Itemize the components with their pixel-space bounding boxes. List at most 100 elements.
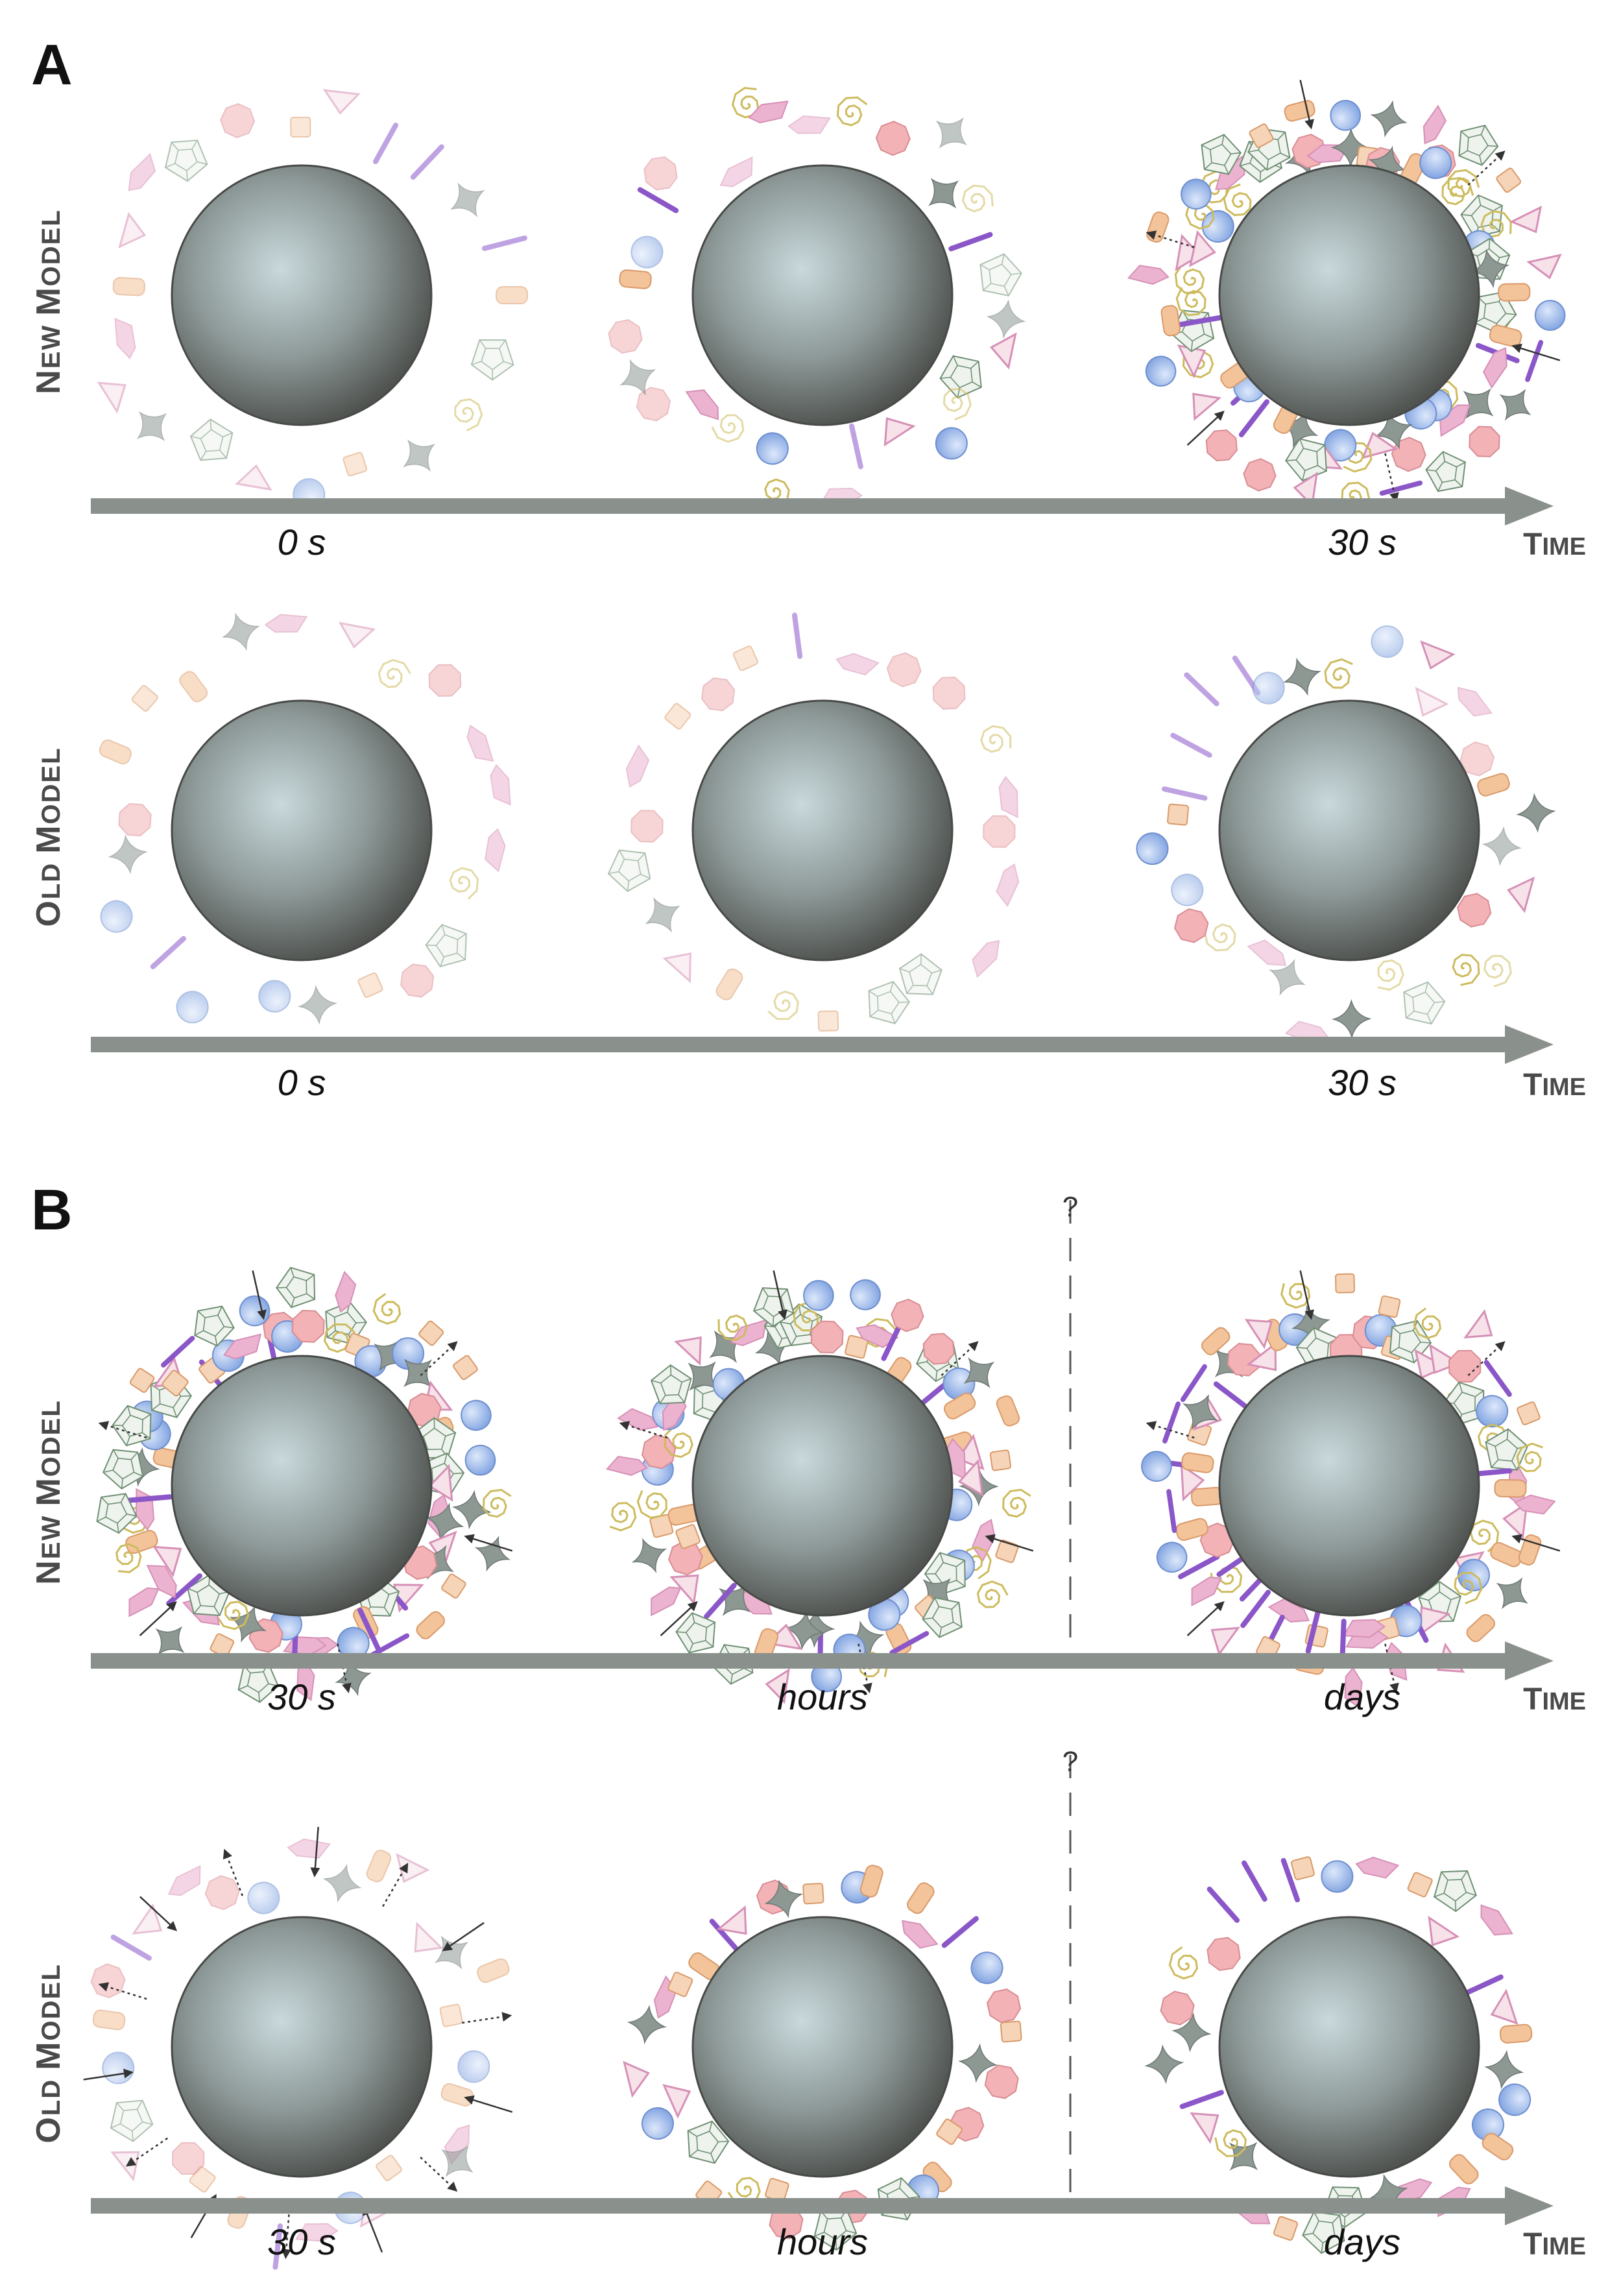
orange-square-icon <box>664 703 691 730</box>
exchange-arrow <box>1384 453 1399 503</box>
blue-ball-icon <box>1156 1541 1188 1573</box>
orange-square-icon <box>129 1368 155 1393</box>
gray-star-icon <box>1171 2012 1212 2053</box>
orange-rect-icon <box>907 1882 935 1915</box>
exchange-arrow <box>1186 1601 1225 1636</box>
purple-stick-icon <box>1184 672 1219 707</box>
yellow-spiral-icon <box>1413 1307 1441 1340</box>
exchange-arrow <box>462 2012 512 2024</box>
pink-rhomb-icon <box>466 724 494 762</box>
yellow-spiral-icon <box>1324 658 1353 689</box>
orange-rect-icon <box>416 1611 445 1639</box>
pink-rhomb-icon <box>998 775 1018 819</box>
gray-star-icon <box>403 439 435 472</box>
gray-star-icon <box>1516 793 1556 833</box>
pink-rhomb-icon <box>1423 104 1447 145</box>
gray-star-icon <box>1482 826 1522 866</box>
orange-rect-icon <box>1160 305 1181 337</box>
pink-triangle-icon <box>1502 1501 1528 1540</box>
pink-rhomb-icon <box>748 100 789 124</box>
green-pentagon-icon <box>939 355 982 399</box>
pink-hex-icon <box>1391 437 1426 472</box>
purple-stick-icon <box>1525 339 1544 382</box>
orange-square-icon <box>439 2003 463 2027</box>
exchange-arrow <box>464 1534 513 1552</box>
yellow-spiral-icon <box>1469 1519 1500 1553</box>
blue-ball-icon <box>935 427 968 460</box>
row-label: OLD MODEL <box>30 747 67 926</box>
pink-rhomb-icon <box>1344 1667 1363 1709</box>
model-row: OLD MODEL TIME 0 s 30 s <box>30 612 1586 1103</box>
green-pentagon-icon <box>276 1266 316 1309</box>
gray-star-icon <box>1282 657 1321 696</box>
blue-ball-icon <box>457 2050 490 2083</box>
purple-stick-icon <box>704 1582 737 1619</box>
pink-rhomb-icon <box>651 1586 682 1617</box>
blue-ball-icon <box>630 236 664 269</box>
orange-square-icon <box>290 116 311 138</box>
gray-star-icon <box>322 1863 362 1903</box>
row-label: OLD MODEL <box>30 1963 67 2143</box>
nanoparticle-sphere <box>171 699 433 961</box>
blue-ball-icon <box>176 991 209 1024</box>
nanoparticle-sphere <box>691 164 954 426</box>
purple-stick-icon <box>357 1608 381 1651</box>
gray-star-icon <box>958 2043 998 2083</box>
orange-square-icon <box>667 1972 693 1998</box>
gray-star-icon <box>222 612 261 651</box>
pink-triangle-icon <box>883 417 916 447</box>
green-pentagon-icon <box>979 253 1022 296</box>
pink-triangle-icon <box>662 2084 691 2119</box>
pink-hex-icon <box>667 1540 703 1576</box>
blue-ball-icon <box>392 1337 425 1370</box>
orange-square-icon <box>1273 2216 1299 2241</box>
green-pentagon-icon <box>164 139 208 182</box>
orange-rect-icon <box>1490 1541 1523 1567</box>
blue-ball-icon <box>803 1279 834 1311</box>
orange-square-icon <box>817 1010 839 1032</box>
blue-ball-icon <box>100 900 133 933</box>
pink-rhomb-icon <box>490 764 511 806</box>
blue-ball-icon <box>850 1279 881 1311</box>
exchange-arrow <box>464 2095 513 2113</box>
pink-rhomb-icon <box>128 1587 160 1617</box>
purple-stick-icon <box>272 2223 283 2270</box>
blue-ball-icon <box>464 1444 496 1476</box>
panel-b: B NEW MODEL? TIME 30 s hours days OLD MODEL? TI… <box>30 1178 1586 2270</box>
pink-hex-icon <box>643 156 678 191</box>
exchange-arrow <box>98 1421 147 1439</box>
pink-hex-icon <box>204 1875 240 1911</box>
panel-letter: B <box>31 1178 73 1242</box>
pink-rhomb-icon <box>295 2223 339 2242</box>
purple-stick-icon <box>1238 399 1269 437</box>
pink-rhomb-icon <box>835 653 880 676</box>
pink-rhomb-icon <box>1342 1619 1386 1638</box>
pink-triangle-icon <box>131 1903 163 1935</box>
pink-triangle-icon <box>118 211 147 249</box>
pink-triangle-icon <box>1210 1626 1240 1656</box>
yellow-spiral-icon <box>731 87 760 119</box>
yellow-spiral-icon <box>836 96 868 127</box>
pink-triangle-icon <box>1246 1342 1277 1372</box>
orange-rect-icon <box>125 1530 158 1554</box>
yellow-spiral-icon <box>976 1580 1009 1608</box>
orange-rect-icon <box>112 277 146 296</box>
exchange-arrow <box>139 1601 177 1636</box>
pink-rhomb-icon <box>1191 1577 1222 1606</box>
gray-star-icon <box>434 1935 469 1970</box>
orange-square-icon <box>989 1449 1012 1471</box>
pink-hex-icon <box>891 1298 924 1333</box>
exchange-arrow <box>1299 80 1314 130</box>
pink-triangle-icon <box>396 1853 430 1883</box>
blue-ball-icon <box>1324 429 1357 462</box>
orange-rect-icon <box>496 286 529 305</box>
blue-ball-icon <box>1181 178 1212 210</box>
orange-rect-icon <box>1175 1517 1208 1541</box>
yellow-spiral-icon <box>1516 1442 1543 1473</box>
green-pentagon-icon <box>687 2120 730 2164</box>
orange-square-icon <box>376 2155 402 2182</box>
pink-triangle-icon <box>1190 2112 1219 2144</box>
yellow-spiral-icon <box>1343 442 1373 473</box>
pink-triangle-icon <box>1293 472 1318 508</box>
pink-rhomb-icon <box>287 1838 331 1859</box>
